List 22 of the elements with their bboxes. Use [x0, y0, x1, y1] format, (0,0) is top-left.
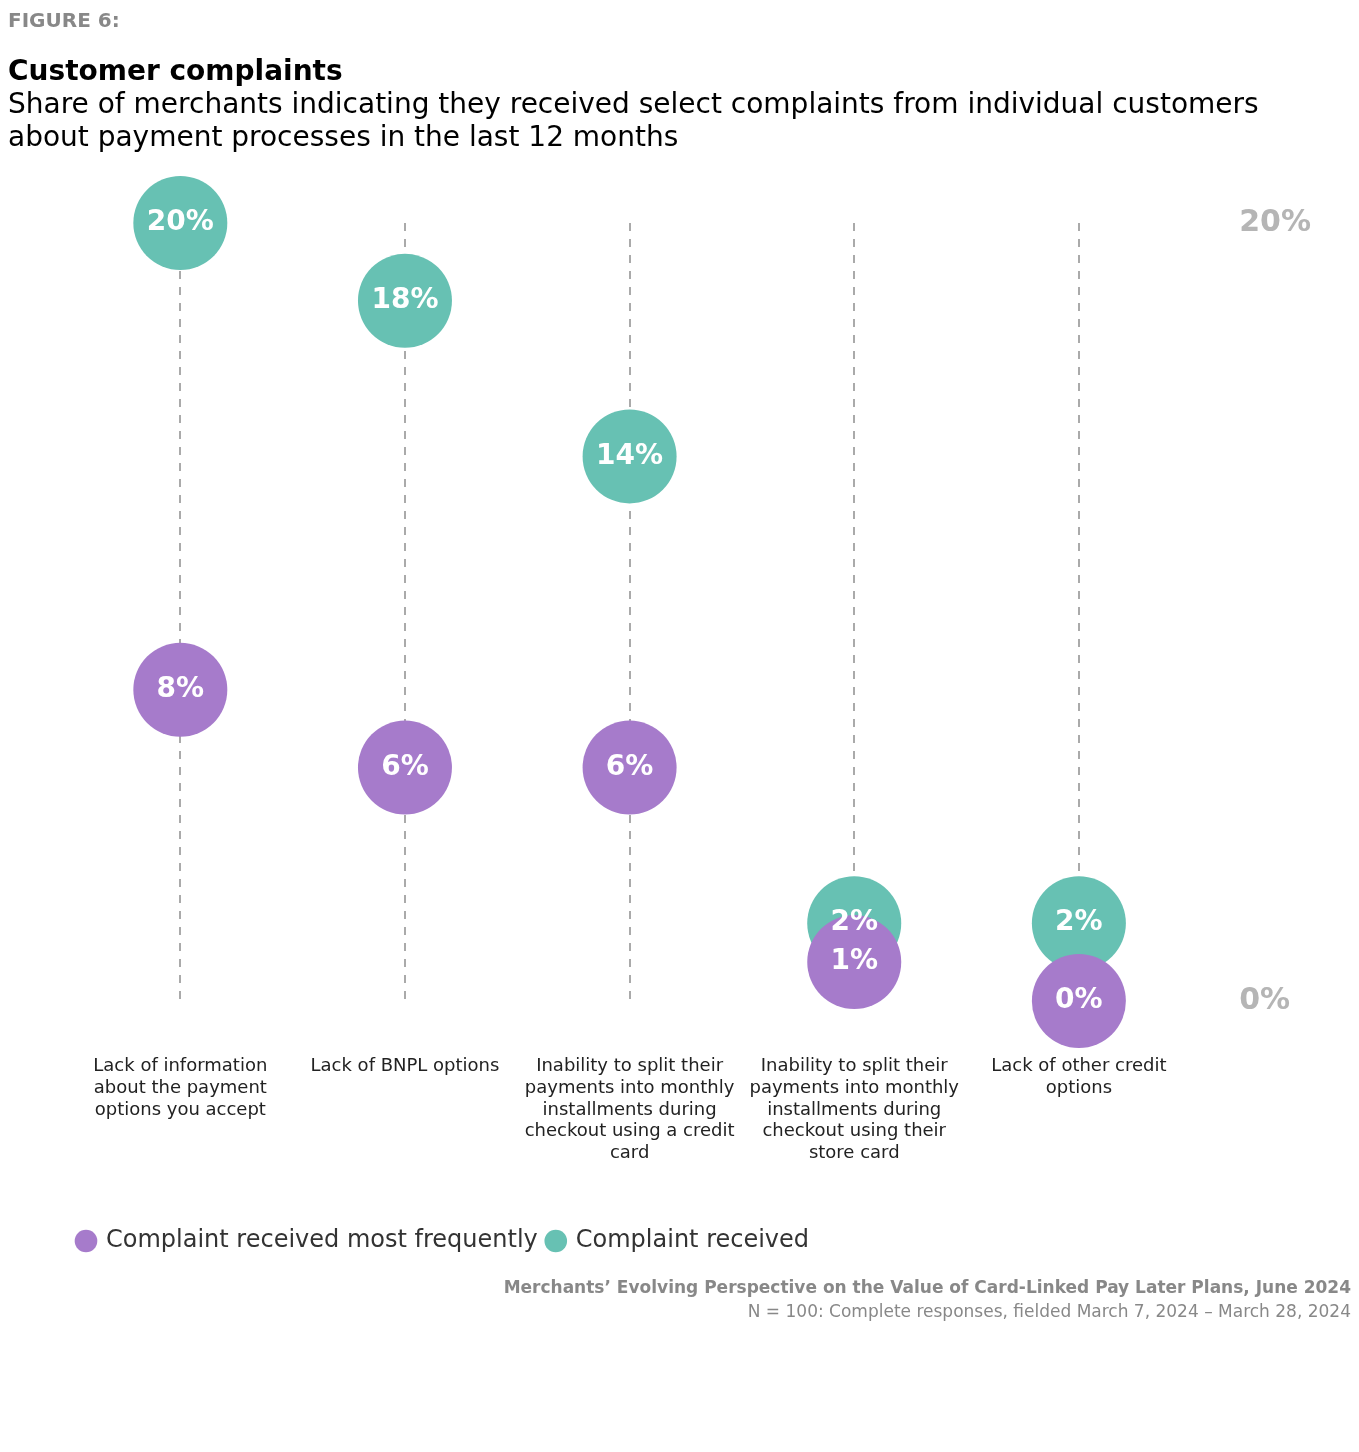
- chart-title: Customer complaints: [8, 54, 344, 87]
- data-label: 0%: [1055, 982, 1103, 1016]
- x-tick-label: Inability to split their payments into monthly installments during checkout using their store card: [749, 1054, 960, 1162]
- text: Merchants’ Evolving Perspective on the Value of Card-Linked Pay Later Plans, June 2024: [502, 1277, 1351, 1297]
- data-label: 14%: [596, 437, 664, 471]
- data-label: 2%: [830, 904, 879, 938]
- chart-subtitle: Share of merchants indicating they received select complaints from individual customers about payment processes in the last 12 months: [8, 87, 1260, 153]
- data-label: 1%: [830, 943, 879, 977]
- caption: FIGURE 6:: [8, 8, 121, 32]
- x-tick-label: Lack of other credit options: [991, 1054, 1167, 1098]
- legend-label: Complaint received: [575, 1225, 810, 1254]
- x-tick-label: Lack of BNPL options: [310, 1054, 500, 1076]
- data-label: 18%: [371, 282, 439, 316]
- text: N = 100: Complete responses, fielded March 7, 2024 – March 28, 2024: [746, 1301, 1351, 1321]
- x-tick-label: Lack of information about the payment options you accept: [93, 1054, 268, 1119]
- data-label: 2%: [1055, 904, 1103, 938]
- data-label: 6%: [605, 748, 654, 782]
- data-label: 20%: [146, 204, 214, 238]
- legend-label: Complaint received most frequently: [106, 1225, 538, 1254]
- x-tick-label: Inability to split their payments into monthly installments during checkout using a credit card: [524, 1054, 735, 1162]
- data-label: 6%: [381, 748, 429, 782]
- data-label: 8%: [156, 671, 205, 705]
